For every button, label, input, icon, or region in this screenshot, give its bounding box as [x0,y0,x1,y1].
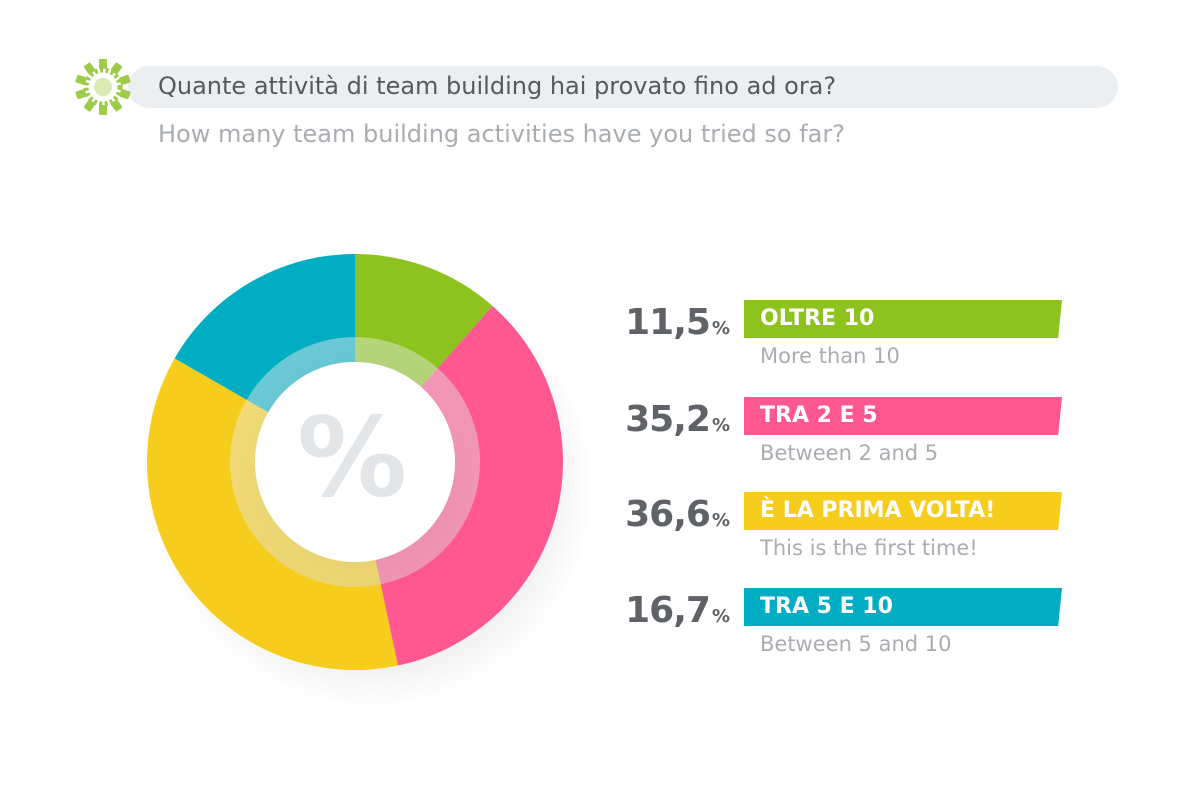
gear-tooth [110,99,123,112]
legend-percent: 11,5% [625,302,730,343]
donut-inner-ring-2-to-5 [375,367,482,586]
gear-tooth [75,74,87,85]
legend-value: 36,6 [625,494,711,535]
legend-label: OLTRE 10 [760,306,875,331]
legend-bar: TRA 2 E 5 [744,397,1062,435]
question-italian: Quante attività di team building hai pro… [158,72,837,100]
donut-slice-2-to-5 [380,305,563,666]
header-bar [128,66,1118,108]
gear-hub [94,78,112,96]
legend-percent: 16,7% [625,590,730,631]
legend-value: 35,2 [625,399,711,440]
legend-sublabel: More than 10 [760,344,900,368]
legend-label: TRA 2 E 5 [760,403,878,428]
legend-bar: OLTRE 10 [744,300,1062,338]
donut-inner-ring-over-10 [355,336,439,387]
legend-bar: TRA 5 E 10 [744,588,1062,626]
legend-item-2-to-5: 35,2% TRA 2 E 5 Between 2 and 5 [600,397,1070,477]
donut-slice-first-time [146,358,398,670]
legend-percent: 35,2% [625,399,730,440]
percent-icon: % [297,393,407,521]
legend-unit: % [711,510,730,531]
legend-value: 16,7 [625,590,711,631]
legend-sublabel: Between 5 and 10 [760,632,952,656]
legend-unit: % [711,318,730,339]
gear-tooth [99,59,107,69]
legend-sublabel: This is the first time! [760,536,978,560]
legend-bar: È LA PRIMA VOLTA! [744,492,1062,530]
gear-icon [75,59,131,115]
gear-ring [83,67,123,107]
inner-slices [228,336,482,588]
legend-sublabel: Between 2 and 5 [760,441,939,465]
legend-label: È LA PRIMA VOLTA! [760,498,996,523]
donut-chart: % [146,254,594,710]
legend-item-first-time: 36,6% È LA PRIMA VOLTA! This is the firs… [600,492,1070,572]
gear-tooth [119,89,131,100]
gear-tooth [83,99,96,112]
donut-hole [255,362,455,562]
legend-unit: % [711,415,730,436]
legend-item-5-to-10: 16,7% TRA 5 E 10 Between 5 and 10 [600,588,1070,668]
legend-unit: % [711,606,730,627]
donut-inner-ring-5-to-10 [245,336,355,413]
gear-tooth [99,105,107,115]
outer-slices [146,254,563,670]
donut-slice-over-10 [355,254,493,369]
gear-tooth [75,89,87,100]
legend-item-over-10: 11,5% OLTRE 10 More than 10 [600,300,1070,380]
question-english: How many team building activities have y… [158,120,845,148]
legend-label: TRA 5 E 10 [760,594,893,619]
donut-inner-ring-first-time [228,399,381,588]
gear-teeth [75,59,131,115]
gear-tooth [83,62,96,75]
gear-tooth [119,74,131,85]
donut-slice-5-to-10 [174,254,355,400]
legend-value: 11,5 [625,302,711,343]
legend-percent: 36,6% [625,494,730,535]
